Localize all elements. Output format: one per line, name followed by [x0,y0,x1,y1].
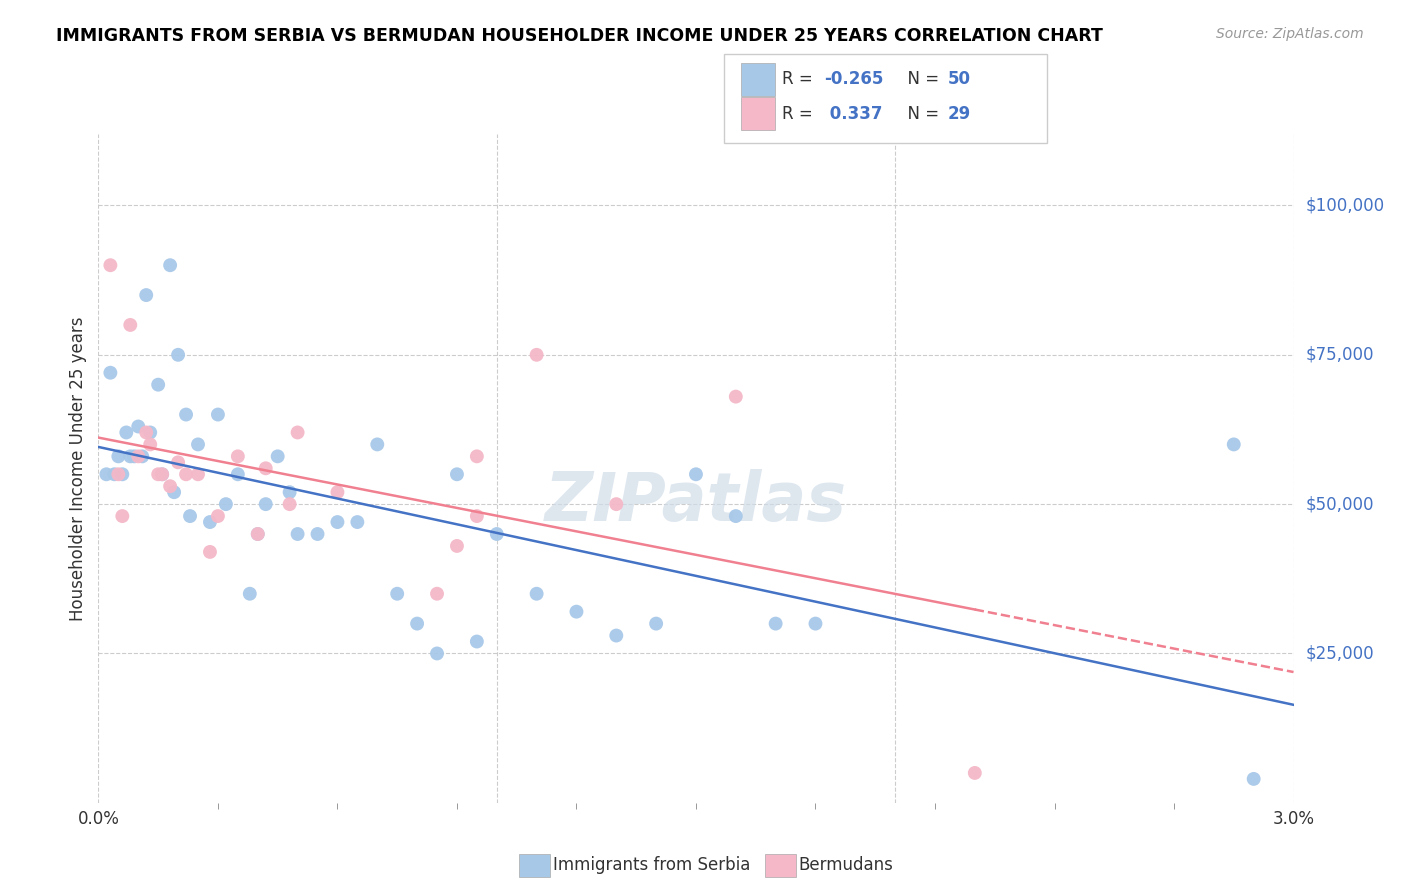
Point [127,450,149,464]
Point [107,450,129,464]
Text: $100,000: $100,000 [1305,196,1385,214]
Point [267,450,290,464]
Point [724,509,747,524]
Point [346,515,368,529]
Point [207,408,229,422]
Point [526,348,548,362]
Text: 50: 50 [948,70,970,88]
Point [254,461,277,475]
Point [526,587,548,601]
Text: R =: R = [782,70,818,88]
Text: Bermudans: Bermudans [799,856,893,874]
Point [111,509,134,524]
Point [226,467,249,482]
Point [179,509,201,524]
Point [385,587,409,601]
Point [804,616,827,631]
Text: -0.265: -0.265 [824,70,883,88]
Point [135,425,157,440]
Point [120,450,142,464]
Point [167,455,190,469]
Point [406,616,429,631]
Text: $50,000: $50,000 [1305,495,1374,513]
Point [111,467,134,482]
Text: Source: ZipAtlas.com: Source: ZipAtlas.com [1216,27,1364,41]
Point [139,425,162,440]
Point [120,318,142,332]
Point [103,467,125,482]
Point [287,425,309,440]
Text: $25,000: $25,000 [1305,644,1374,663]
Point [605,628,627,642]
Point [139,437,162,451]
Point [246,527,269,541]
Point [239,587,262,601]
Point [135,288,157,302]
Point [565,605,588,619]
Point [485,527,508,541]
Point [198,545,221,559]
Point [124,450,146,464]
Point [246,527,269,541]
Point [278,497,301,511]
Text: Immigrants from Serbia: Immigrants from Serbia [553,856,749,874]
Point [326,485,349,500]
Point [131,450,153,464]
Point [150,467,173,482]
Point [174,408,197,422]
Point [159,479,181,493]
Point [278,485,301,500]
Point [287,527,309,541]
Text: $75,000: $75,000 [1305,346,1374,364]
Point [167,348,190,362]
Point [724,390,747,404]
Point [115,425,138,440]
Point [254,497,277,511]
Point [187,467,209,482]
Point [685,467,707,482]
Point [174,467,197,482]
Text: IMMIGRANTS FROM SERBIA VS BERMUDAN HOUSEHOLDER INCOME UNDER 25 YEARS CORRELATION: IMMIGRANTS FROM SERBIA VS BERMUDAN HOUSE… [56,27,1104,45]
Point [426,587,449,601]
Point [465,634,488,648]
Point [148,377,170,392]
Point [127,419,149,434]
Point [446,467,468,482]
Point [215,497,238,511]
Point [150,467,173,482]
Point [605,497,627,511]
Y-axis label: Householder Income Under 25 years: Householder Income Under 25 years [69,316,87,621]
Point [207,509,229,524]
Point [163,485,186,500]
Point [1243,772,1265,786]
Point [366,437,388,451]
Point [226,450,249,464]
Point [465,509,488,524]
Point [98,366,122,380]
Point [465,450,488,464]
Point [326,515,349,529]
Point [645,616,668,631]
Point [963,766,986,780]
Point [446,539,468,553]
Text: R =: R = [782,105,818,123]
Point [426,647,449,661]
Point [198,515,221,529]
Text: N =: N = [897,105,945,123]
Point [96,467,118,482]
Point [765,616,787,631]
Point [1223,437,1246,451]
Text: 29: 29 [948,105,972,123]
Text: ZIPatlas: ZIPatlas [546,469,846,534]
Text: N =: N = [897,70,945,88]
Point [307,527,329,541]
Point [159,258,181,272]
Point [187,437,209,451]
Point [107,467,129,482]
Point [148,467,170,482]
Point [98,258,122,272]
Text: 0.337: 0.337 [824,105,883,123]
